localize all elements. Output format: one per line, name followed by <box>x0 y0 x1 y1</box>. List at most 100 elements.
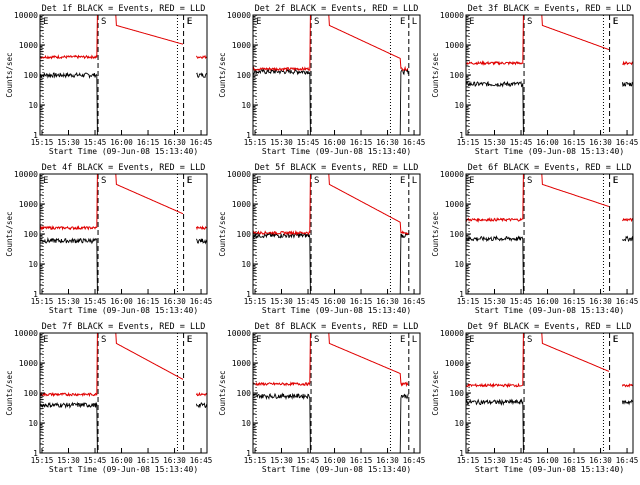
x-tick-label: 16:00 <box>536 456 559 465</box>
plot-frame <box>465 173 634 295</box>
detector-plot-8: Det 8f BLACK = Events, RED = LLD 1 10 100 10… <box>218 322 425 474</box>
plot-title: Det 5f BLACK = Events, RED = LLD <box>255 163 419 173</box>
x-tick-label: 16:45 <box>403 456 426 465</box>
interval-marker-label: E <box>469 335 474 345</box>
x-tick-label: 16:30 <box>589 297 612 306</box>
x-tick-label: 16:45 <box>190 138 213 147</box>
x-tick-label: 16:15 <box>137 456 160 465</box>
x-tick-label: 16:30 <box>589 138 612 147</box>
y-axis-label: Counts/sec <box>218 211 227 256</box>
detector-plot-2: Det 2f BLACK = Events, RED = LLD 1 10 100 10… <box>218 4 425 156</box>
x-tick-label: 15:15 <box>457 456 480 465</box>
interval-marker-label: E <box>613 17 618 27</box>
y-tick-label: 10 <box>28 101 38 110</box>
plot-frame <box>39 173 208 295</box>
interval-marker-label: S <box>527 176 532 186</box>
x-tick-label: 15:15 <box>31 456 54 465</box>
plot-title: Det 1f BLACK = Events, RED = LLD <box>42 4 206 14</box>
detector-plot-9: Det 9f BLACK = Events, RED = LLD 1 10 100 10… <box>431 322 638 474</box>
interval-marker-label: E <box>187 335 192 345</box>
x-tick-label: 15:45 <box>297 138 320 147</box>
interval-marker-label: L <box>412 335 417 345</box>
plot-title: Det 3f BLACK = Events, RED = LLD <box>468 4 632 14</box>
y-tick-label: 10000 <box>440 11 464 20</box>
x-axis-label: Start Time (09-Jun-08 15:13:40) <box>475 306 624 315</box>
events-series-line <box>39 401 208 454</box>
y-tick-label: 10 <box>28 260 38 269</box>
lld-series-line <box>252 332 409 388</box>
y-axis-label: Counts/sec <box>5 52 14 97</box>
x-tick-label: 15:30 <box>270 138 293 147</box>
detector-plot-1: Det 1f BLACK = Events, RED = LLD 1 10 100 10… <box>5 4 212 156</box>
interval-marker-label: S <box>101 176 106 186</box>
y-tick-label: 100 <box>450 71 465 80</box>
y-tick-label: 10 <box>241 419 251 428</box>
y-tick-label: 10000 <box>440 170 464 179</box>
plot-frame <box>39 14 208 136</box>
y-tick-label: 1000 <box>445 200 464 209</box>
y-tick-label: 10 <box>454 101 464 110</box>
x-tick-label: 16:00 <box>323 456 346 465</box>
plot-title: Det 7f BLACK = Events, RED = LLD <box>42 322 206 332</box>
y-tick-label: 10 <box>241 101 251 110</box>
x-tick-label: 16:45 <box>403 297 426 306</box>
y-tick-label: 10000 <box>227 170 251 179</box>
events-series-line <box>39 71 207 136</box>
lld-series-line <box>465 332 634 389</box>
lld-series-line <box>252 14 409 72</box>
interval-marker-label: S <box>314 335 319 345</box>
x-tick-label: 15:45 <box>84 297 107 306</box>
lld-series-line <box>465 173 633 223</box>
x-axis-label: Start Time (09-Jun-08 15:13:40) <box>262 147 411 156</box>
x-tick-label: 15:45 <box>297 297 320 306</box>
y-tick-label: 10 <box>454 419 464 428</box>
y-tick-label: 10000 <box>227 11 251 20</box>
y-tick-label: 10 <box>454 260 464 269</box>
plot-title: Det 2f BLACK = Events, RED = LLD <box>255 4 419 14</box>
interval-marker-label: E <box>187 17 192 27</box>
events-series-line <box>252 231 409 295</box>
y-tick-label: 100 <box>24 230 39 239</box>
y-axis-label: Counts/sec <box>5 211 14 256</box>
x-axis-label: Start Time (09-Jun-08 15:13:40) <box>49 306 198 315</box>
y-tick-label: 1000 <box>232 41 251 50</box>
y-tick-label: 1 <box>33 449 38 458</box>
x-tick-label: 15:45 <box>84 138 107 147</box>
interval-marker-label: L <box>613 176 618 186</box>
x-axis-label: Start Time (09-Jun-08 15:13:40) <box>262 306 411 315</box>
y-tick-label: 1 <box>246 449 251 458</box>
y-tick-label: 10000 <box>14 11 38 20</box>
interval-marker-label: L <box>412 176 417 186</box>
lld-series-line <box>252 173 409 237</box>
lld-series-line <box>39 173 208 231</box>
events-series-line <box>465 235 634 295</box>
interval-marker-label: S <box>314 176 319 186</box>
x-tick-label: 16:30 <box>163 297 186 306</box>
y-axis-label: Counts/sec <box>431 211 440 256</box>
x-tick-label: 16:00 <box>110 138 133 147</box>
interval-marker-label: E <box>43 176 48 186</box>
interval-marker-label: S <box>101 335 106 345</box>
plot-title: Det 4f BLACK = Events, RED = LLD <box>42 163 206 173</box>
x-tick-label: 15:15 <box>244 456 267 465</box>
x-tick-label: 16:30 <box>376 297 399 306</box>
x-axis-label: Start Time (09-Jun-08 15:13:40) <box>475 465 624 474</box>
interval-marker-label: E <box>256 17 261 27</box>
x-tick-label: 16:15 <box>350 456 373 465</box>
interval-marker-label: S <box>527 17 532 27</box>
x-tick-label: 16:00 <box>536 138 559 147</box>
x-tick-label: 16:45 <box>616 138 639 147</box>
interval-marker-label: S <box>527 335 532 345</box>
interval-marker-label: E <box>256 176 261 186</box>
y-tick-label: 1 <box>246 131 251 140</box>
x-tick-label: 16:00 <box>323 138 346 147</box>
interval-marker-label: L <box>187 335 192 345</box>
x-tick-label: 15:45 <box>510 297 533 306</box>
x-tick-label: 16:30 <box>163 456 186 465</box>
x-tick-label: 15:30 <box>483 297 506 306</box>
plot-frame <box>252 332 421 454</box>
y-tick-label: 1 <box>459 290 464 299</box>
x-tick-label: 16:00 <box>536 297 559 306</box>
y-axis-label: Counts/sec <box>218 52 227 97</box>
